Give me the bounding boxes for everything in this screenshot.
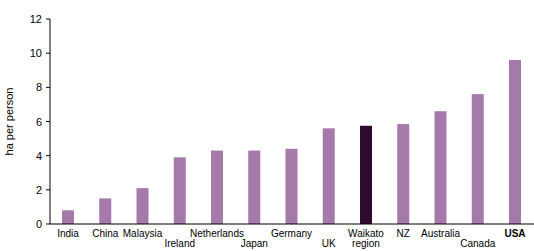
x-tick-label: Ireland	[164, 238, 195, 249]
y-tick-label: 0	[36, 218, 42, 230]
bar	[323, 128, 335, 224]
bar	[435, 111, 447, 224]
y-tick	[46, 155, 50, 156]
x-tick-label: NZ	[397, 228, 410, 239]
x-tick-label: UK	[322, 238, 336, 249]
x-tick-label: Australia	[421, 228, 460, 239]
x-tick-label: China	[92, 228, 119, 239]
x-tick-label: Malaysia	[123, 228, 163, 239]
bars	[62, 60, 521, 224]
y-tick-label: 4	[36, 150, 42, 162]
x-tick-label: USA	[504, 228, 525, 239]
chart-container: 0 2 4 6 8 10 12 ha per person India China Malaysia…	[0, 0, 534, 251]
x-tick-label: Canada	[460, 238, 495, 249]
bar	[397, 124, 409, 224]
y-axis	[50, 19, 51, 224]
y-tick	[46, 121, 50, 122]
y-tick	[46, 224, 50, 225]
bar	[509, 60, 521, 224]
bar	[137, 188, 149, 224]
bar	[174, 157, 186, 224]
y-tick-label: 12	[30, 13, 42, 25]
bar	[360, 126, 372, 224]
bar	[248, 151, 260, 224]
bar	[99, 198, 111, 224]
y-tick-label: 8	[36, 81, 42, 93]
bar	[286, 149, 298, 224]
y-tick-label: 2	[36, 184, 42, 196]
x-tick-label: Netherlands	[190, 228, 244, 239]
y-tick	[46, 53, 50, 54]
bar	[472, 94, 484, 224]
x-tick-label: India	[57, 228, 79, 239]
y-axis-title: ha per person	[3, 88, 15, 156]
chart-svg: 0 2 4 6 8 10 12 ha per person India China Malaysia…	[0, 0, 534, 251]
y-tick-label: 6	[36, 116, 42, 128]
y-tick	[46, 189, 50, 190]
bar	[62, 210, 74, 224]
x-tick-label: Waikatoregion	[348, 228, 384, 249]
x-axis	[50, 224, 534, 225]
y-tick-label: 10	[30, 47, 42, 59]
bar	[211, 151, 223, 224]
x-tick-label: Japan	[241, 238, 268, 249]
x-tick-label: Germany	[271, 228, 312, 239]
y-tick	[46, 19, 50, 20]
y-tick	[46, 87, 50, 88]
